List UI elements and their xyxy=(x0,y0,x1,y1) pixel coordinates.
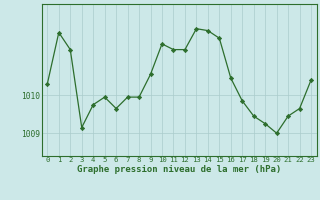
X-axis label: Graphe pression niveau de la mer (hPa): Graphe pression niveau de la mer (hPa) xyxy=(77,165,281,174)
